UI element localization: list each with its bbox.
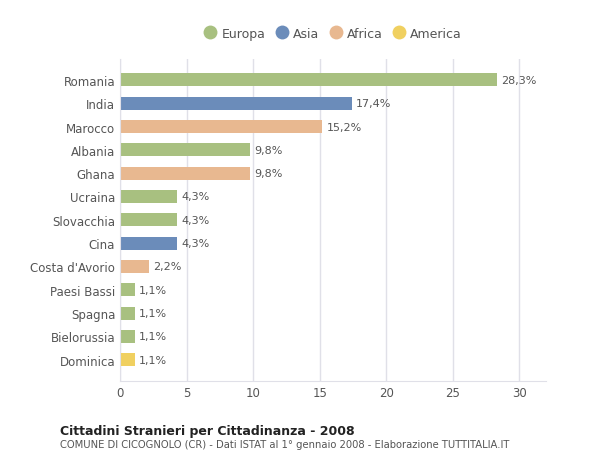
- Text: 1,1%: 1,1%: [139, 308, 167, 319]
- Bar: [120, 168, 250, 180]
- Bar: [120, 260, 149, 273]
- Bar: [120, 190, 177, 203]
- Legend: Europa, Asia, Africa, America: Europa, Asia, Africa, America: [200, 24, 466, 45]
- Text: 4,3%: 4,3%: [181, 239, 209, 249]
- Bar: [120, 144, 250, 157]
- Text: 2,2%: 2,2%: [153, 262, 182, 272]
- Bar: [120, 330, 134, 343]
- Bar: [120, 98, 352, 110]
- Bar: [120, 353, 134, 366]
- Bar: [120, 237, 177, 250]
- Text: Cittadini Stranieri per Cittadinanza - 2008: Cittadini Stranieri per Cittadinanza - 2…: [60, 424, 355, 437]
- Text: 9,8%: 9,8%: [254, 146, 283, 156]
- Text: 17,4%: 17,4%: [356, 99, 391, 109]
- Text: 1,1%: 1,1%: [139, 355, 167, 365]
- Bar: [120, 74, 497, 87]
- Bar: [120, 307, 134, 320]
- Text: COMUNE DI CICOGNOLO (CR) - Dati ISTAT al 1° gennaio 2008 - Elaborazione TUTTITAL: COMUNE DI CICOGNOLO (CR) - Dati ISTAT al…: [60, 440, 509, 449]
- Text: 4,3%: 4,3%: [181, 215, 209, 225]
- Text: 1,1%: 1,1%: [139, 332, 167, 341]
- Text: 1,1%: 1,1%: [139, 285, 167, 295]
- Text: 28,3%: 28,3%: [501, 76, 536, 86]
- Text: 9,8%: 9,8%: [254, 169, 283, 179]
- Text: 15,2%: 15,2%: [326, 122, 362, 132]
- Bar: [120, 284, 134, 297]
- Bar: [120, 121, 322, 134]
- Text: 4,3%: 4,3%: [181, 192, 209, 202]
- Bar: [120, 214, 177, 227]
